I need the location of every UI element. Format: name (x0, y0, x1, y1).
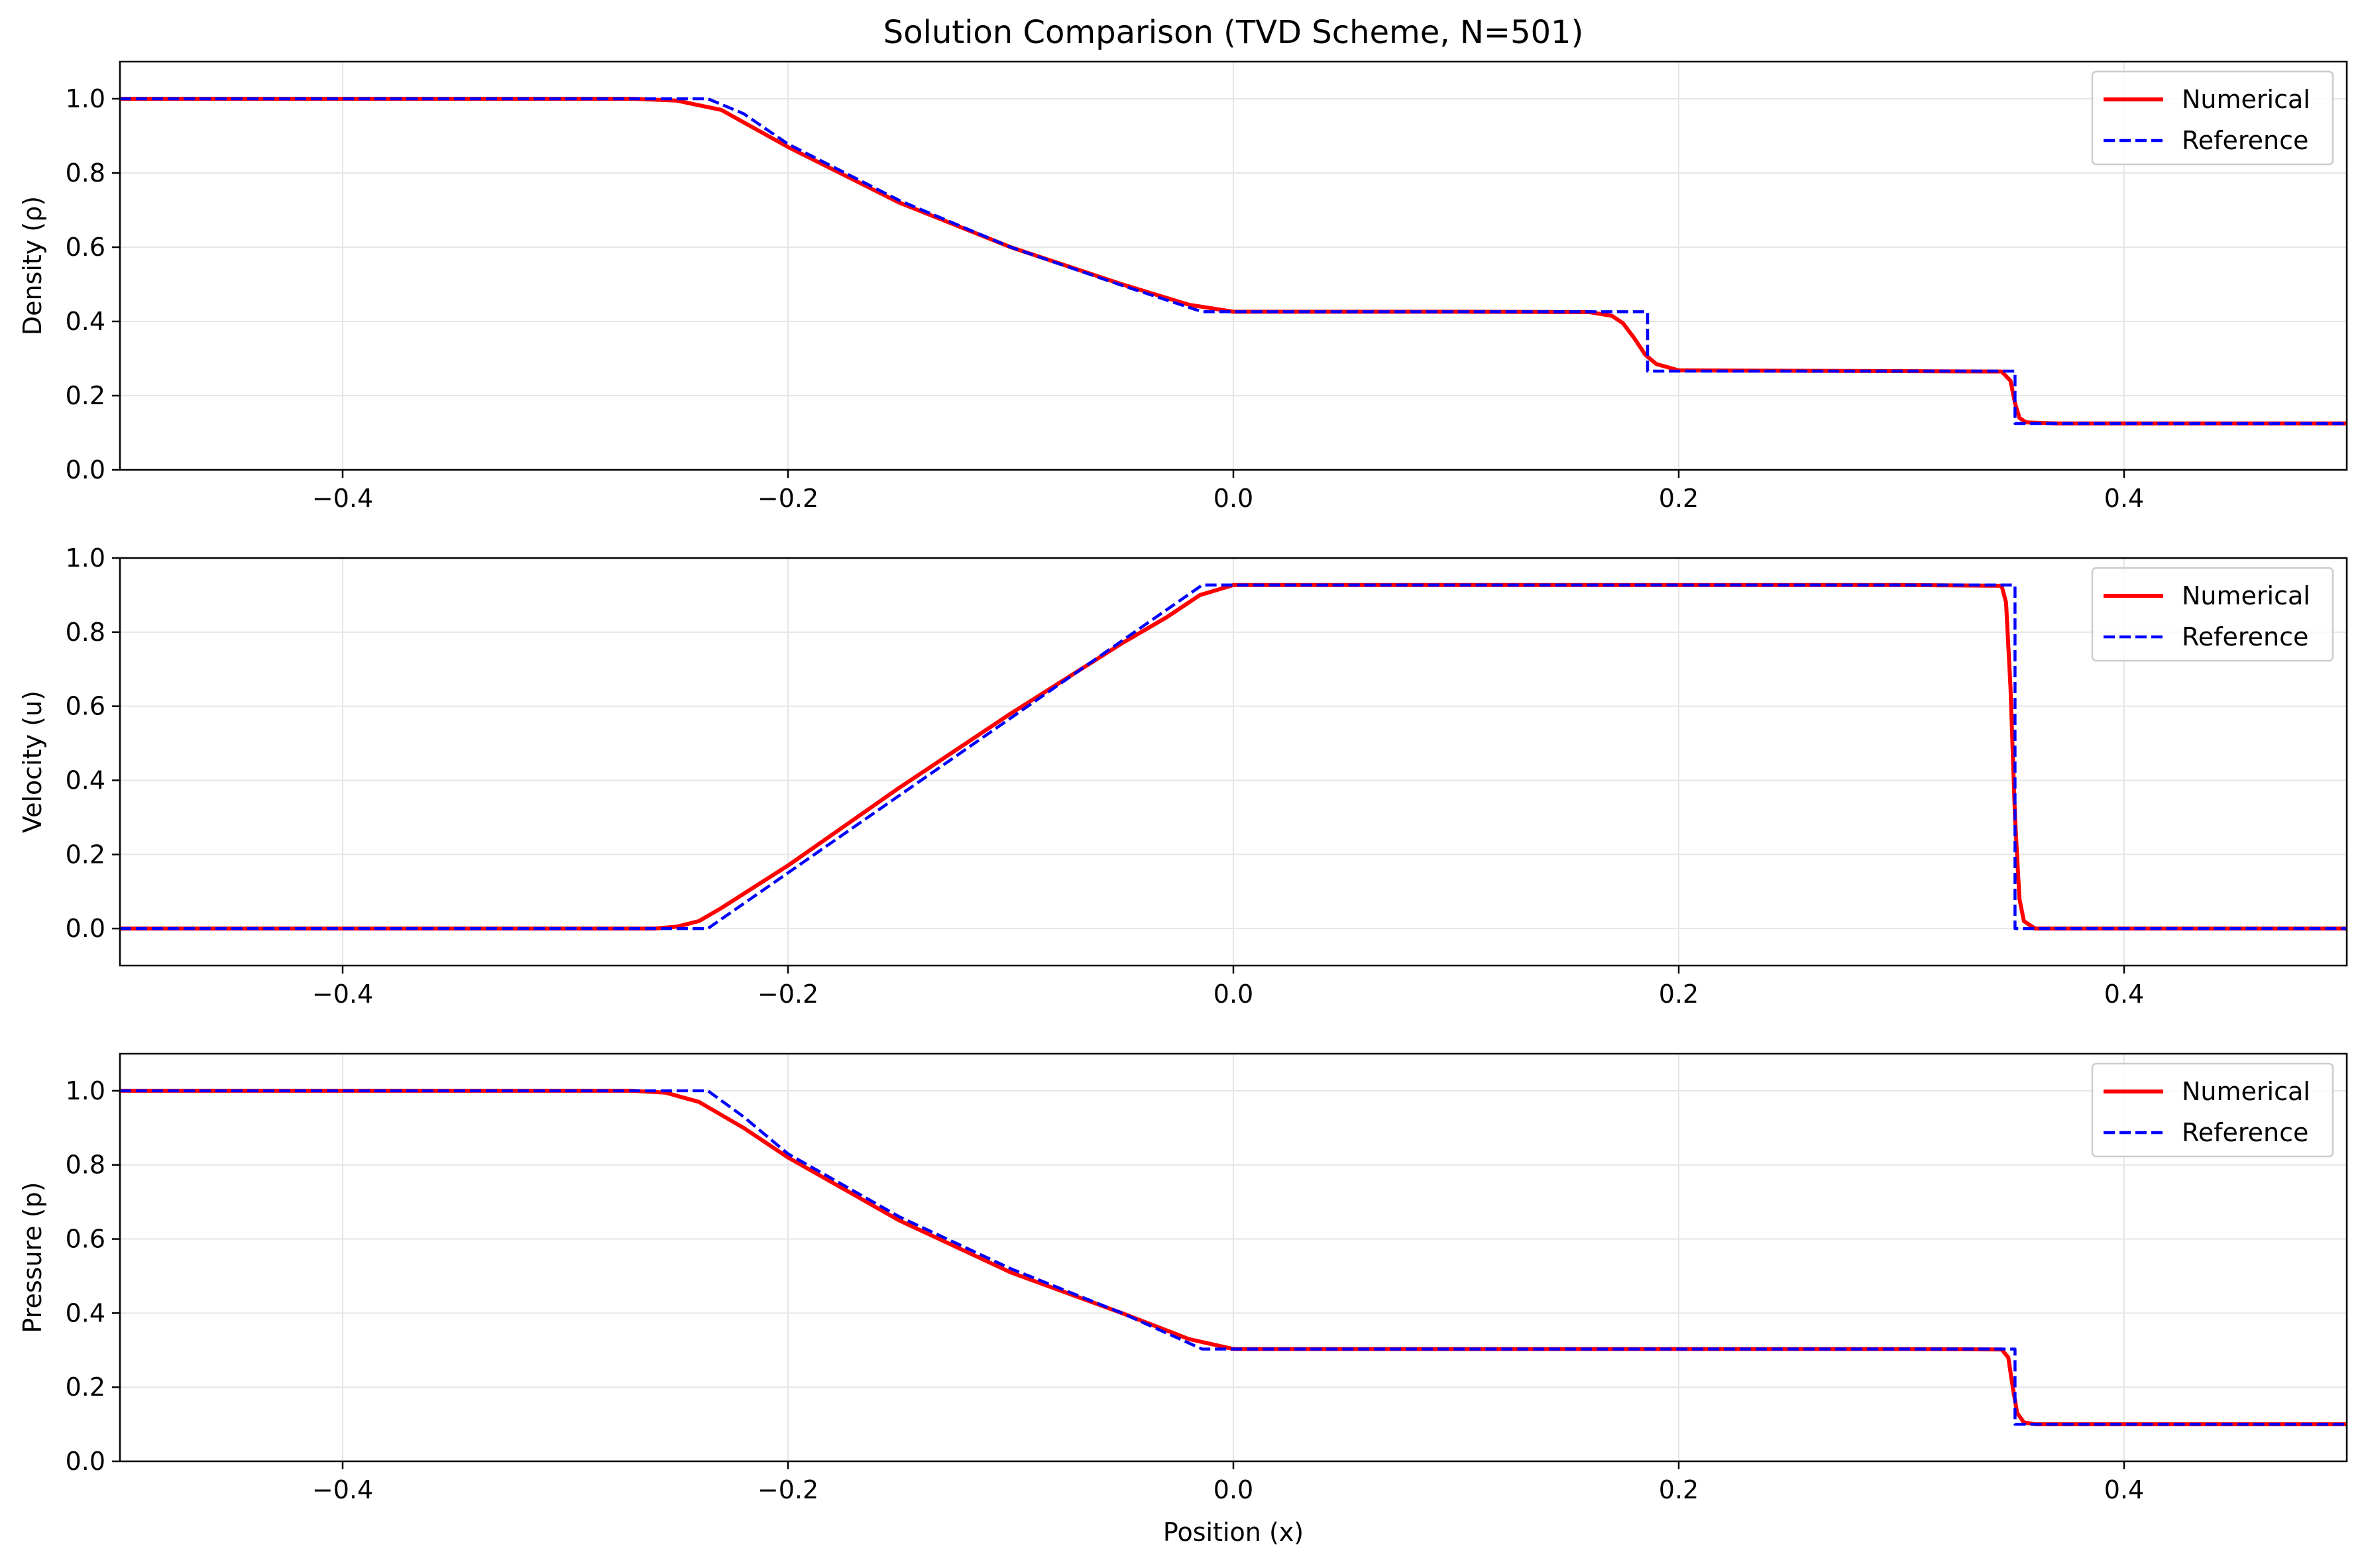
legend-label-numerical: Numerical (2182, 85, 2310, 114)
y-tick-label: 0.0 (66, 1447, 105, 1476)
series-line-reference (120, 97, 2347, 425)
x-tick-label: 0.0 (1213, 1475, 1253, 1504)
y-tick-label: 1.0 (66, 543, 105, 573)
y-tick-label: 0.8 (66, 158, 105, 188)
y-tick-label: 0.6 (66, 1225, 105, 1254)
legend-label-reference: Reference (2182, 622, 2308, 651)
x-tick-label: 0.4 (2104, 980, 2144, 1009)
y-axis-label: Density (ρ) (18, 196, 47, 335)
x-axis-label: Position (x) (1163, 1518, 1304, 1547)
y-tick-label: 0.6 (66, 233, 105, 262)
legend: Numerical Reference (2091, 1062, 2334, 1158)
y-tick-label: 0.6 (66, 692, 105, 721)
x-tick-label: −0.2 (758, 484, 818, 513)
x-tick-label: 0.0 (1213, 980, 1253, 1009)
y-tick-label: 0.4 (66, 765, 105, 795)
x-tick-label: 0.2 (1659, 1475, 1699, 1504)
y-tick-label: 0.2 (66, 381, 105, 410)
subplot-3: −0.4 −0.2 0.0 0.2 0.4 0.0 0.2 0.4 0.6 0.8 1.0 Press… (18, 1052, 2348, 1504)
legend-label-numerical: Numerical (2182, 581, 2310, 610)
y-tick-label: 1.0 (66, 1076, 105, 1105)
figure-title: Solution Comparison (TVD Scheme, N=501) (883, 14, 1584, 51)
series-line-numerical (120, 97, 2347, 425)
series-line-reference (120, 583, 2347, 930)
x-tick-label: −0.2 (758, 1475, 818, 1504)
x-tick-label: 0.4 (2104, 484, 2144, 513)
y-tick-label: 0.8 (66, 1150, 105, 1180)
y-tick-label: 0.0 (66, 914, 105, 943)
y-tick-label: 0.4 (66, 307, 105, 336)
x-tick-label: −0.2 (758, 980, 818, 1009)
subplot-panels: −0.4 −0.2 0.0 0.2 0.4 0.0 0.2 0.4 0.6 0.8 1.0 Densi… (18, 60, 2348, 1504)
x-tick-label: 0.2 (1659, 484, 1699, 513)
y-axis-label: Velocity (u) (18, 691, 47, 833)
y-tick-label: 0.0 (66, 455, 105, 484)
x-tick-label: −0.4 (312, 980, 373, 1009)
series-line-reference (120, 1089, 2347, 1426)
legend-label-numerical: Numerical (2182, 1077, 2310, 1106)
y-tick-label: 0.2 (66, 1372, 105, 1402)
x-tick-label: 0.2 (1659, 980, 1699, 1009)
y-tick-label: 0.4 (66, 1298, 105, 1327)
y-tick-label: 0.2 (66, 840, 105, 869)
x-tick-label: 0.0 (1213, 484, 1253, 513)
y-tick-label: 0.8 (66, 618, 105, 647)
y-axis-label: Pressure (p) (18, 1182, 47, 1333)
legend-label-reference: Reference (2182, 126, 2308, 155)
subplot-1: −0.4 −0.2 0.0 0.2 0.4 0.0 0.2 0.4 0.6 0.8 1.0 Densi… (18, 60, 2348, 513)
legend-label-reference: Reference (2182, 1118, 2308, 1147)
subplot-2: −0.4 −0.2 0.0 0.2 0.4 0.0 0.2 0.4 0.6 0.8 1.0 Veloc… (18, 543, 2348, 1009)
x-tick-label: 0.4 (2104, 1475, 2144, 1504)
x-tick-label: −0.4 (312, 484, 373, 513)
legend: Numerical Reference (2091, 70, 2334, 166)
legend: Numerical Reference (2091, 567, 2334, 662)
y-tick-label: 1.0 (66, 84, 105, 113)
x-tick-label: −0.4 (312, 1475, 373, 1504)
